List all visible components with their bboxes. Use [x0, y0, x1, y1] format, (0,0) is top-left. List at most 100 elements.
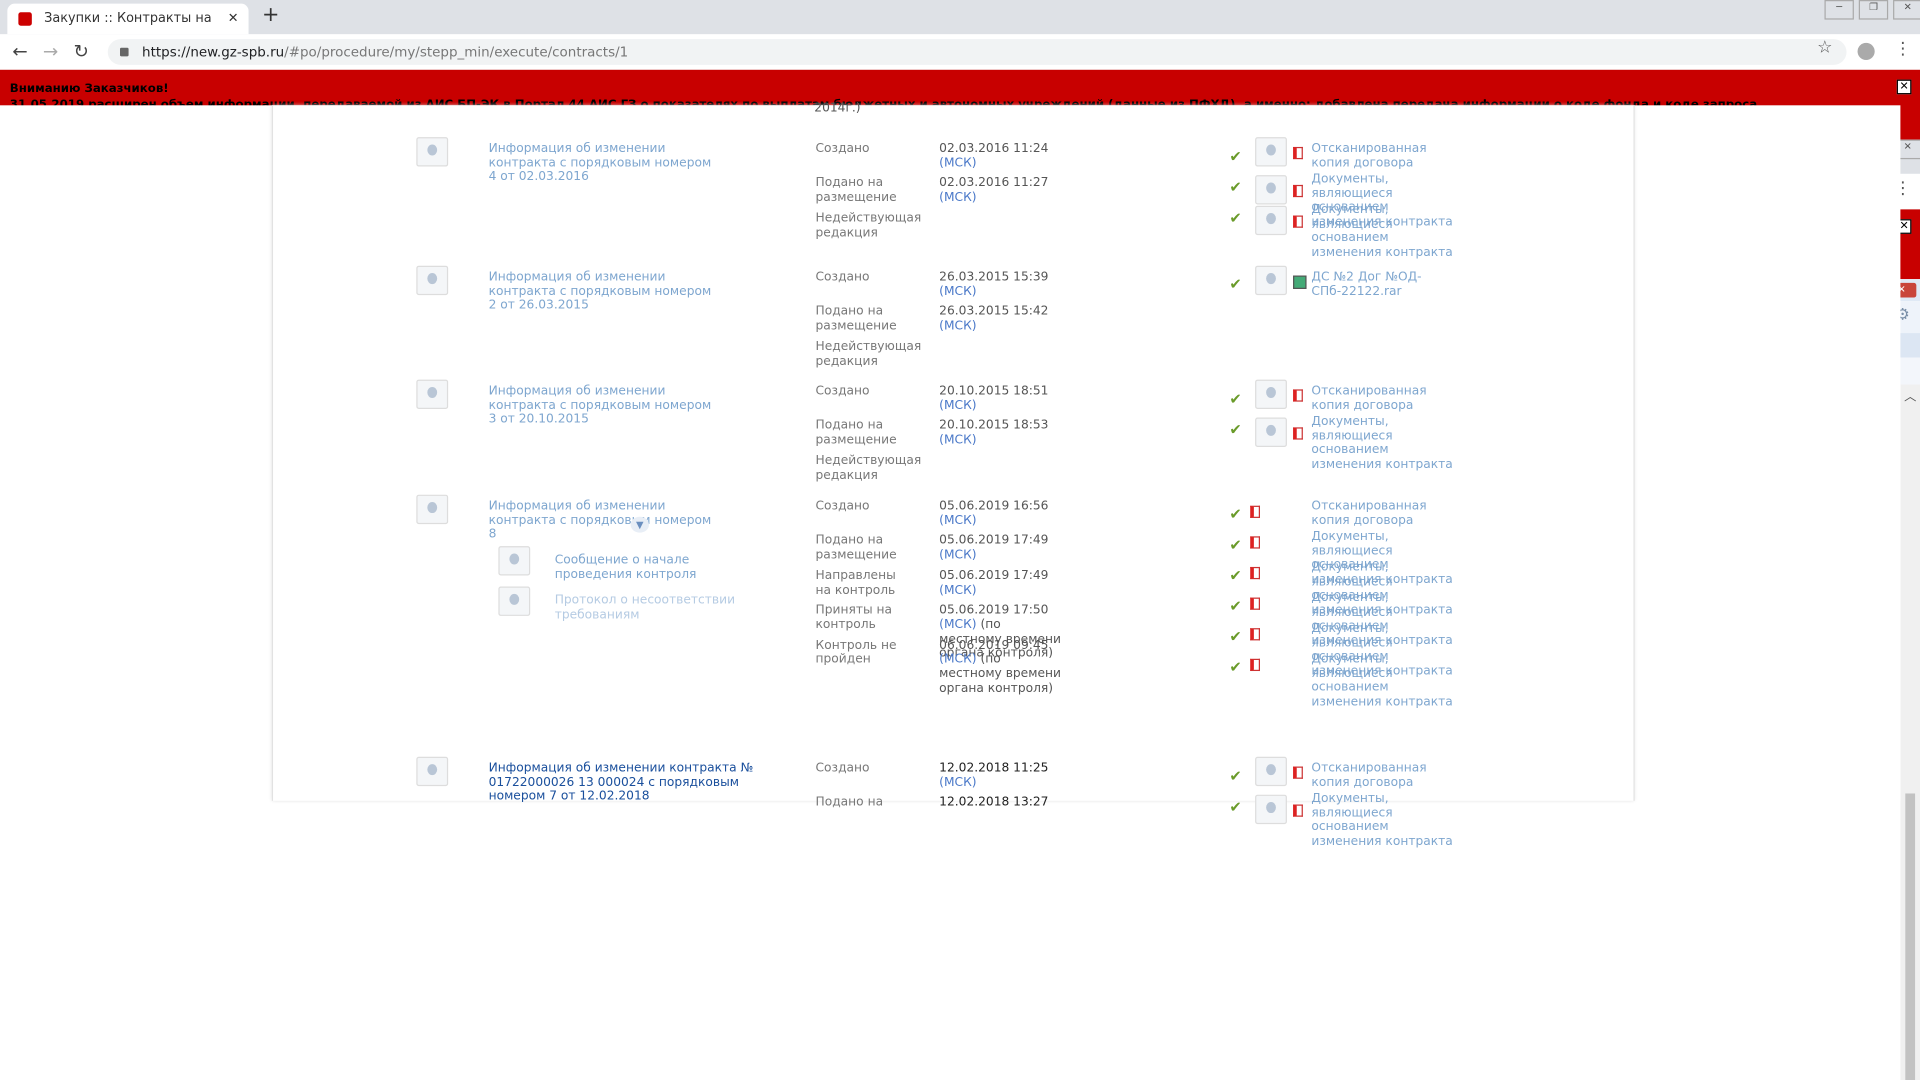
tz: (МСК) — [939, 399, 1061, 413]
document-link[interactable]: Документы, являющиеся основанием изменен… — [1311, 172, 1453, 230]
shape — [1293, 427, 1303, 440]
browser-tab[interactable]: Закупки :: Контракты на этапе и ✕ — [7, 3, 249, 35]
status: Создано 05.06.2019 16:56 (МСК) — [816, 500, 1085, 529]
shape — [1250, 505, 1261, 518]
address-bar: ← → ↻ https://new.gz-spb.ru/#po/procedure/m… — [0, 34, 1920, 72]
tz: (МСК) — [939, 320, 1061, 334]
status-date: 05.06.2019 17:49 (МСК) — [939, 534, 1061, 563]
window-button[interactable]: ❐ — [1858, 0, 1889, 20]
document-link[interactable]: Отсканированная копия договора — [1311, 499, 1427, 528]
nav-button[interactable]: ← — [12, 40, 28, 63]
document-link[interactable]: Документы, являющиеся основанием изменен… — [1311, 652, 1453, 710]
document-link[interactable]: Документы, являющиеся основанием изменен… — [1311, 560, 1453, 618]
status-label: Недействующая редакция — [815, 454, 922, 482]
bookmark-star[interactable]: ☆ — [1817, 37, 1833, 58]
tz-link[interactable]: (МСК) — [939, 653, 977, 667]
change-title[interactable]: Информация об изменении контракта № 0172… — [488, 761, 754, 804]
shape — [427, 144, 438, 156]
document-link[interactable]: Документы, являющиеся основанием изменен… — [1311, 530, 1453, 587]
status: Недействующая редакция — [816, 340, 1085, 369]
scroll-up[interactable]: ︿ — [1904, 390, 1917, 405]
nav-button[interactable]: → — [42, 40, 59, 63]
status-label: Подано на размещение — [815, 534, 897, 563]
tz-link[interactable]: (МСК) — [939, 319, 977, 334]
scrollbar[interactable]: ︿ — [1900, 384, 1920, 1080]
notice-close[interactable]: ✕ — [1896, 79, 1912, 95]
shape — [1293, 766, 1303, 779]
tz-link[interactable]: (МСК) — [939, 548, 977, 563]
statuses: Создано 20.10.2015 18:51 (МСК) Подано на ра… — [816, 384, 1085, 488]
status: Создано 20.10.2015 18:51 (МСК) — [816, 384, 1085, 413]
window-button[interactable]: ✕ — [1893, 0, 1920, 20]
status-date: 02.03.2016 11:27 (МСК) — [939, 177, 1061, 206]
tz-link[interactable]: (МСК) — [939, 583, 977, 597]
check-icon: ✔ — [1229, 658, 1242, 676]
shape — [1266, 802, 1276, 814]
document-link[interactable]: Документы, являющиеся основанием изменен… — [1311, 415, 1453, 472]
sub-item[interactable]: Сообщение о начале проведения контроля — [554, 553, 697, 582]
menu-button[interactable]: ⋮ — [1894, 39, 1912, 59]
date: 12.02.2018 11:25 — [939, 761, 1049, 776]
shape — [1250, 566, 1261, 580]
document-link[interactable]: Отсканированная копия договора — [1311, 142, 1427, 170]
tz-link[interactable]: (МСК) — [939, 191, 977, 205]
document: ✔ Документы, являющиеся основанием измене… — [1229, 653, 1474, 709]
tz-link[interactable]: (МСК) — [939, 433, 977, 448]
icon-box — [416, 379, 449, 409]
date: 20.10.2015 18:51 — [939, 384, 1049, 398]
docs: ✔ Отсканированная копия договора ✔ Документ… — [1229, 137, 1474, 260]
tz: (МСК) — [939, 434, 1061, 448]
document-link[interactable]: Отсканированная копия договора — [1311, 384, 1427, 413]
change-title[interactable]: Информация об изменении контракта с поря… — [488, 142, 712, 185]
tz-link[interactable]: (МСК) — [939, 618, 977, 632]
status: Приняты на контроль 05.06.2019 17:50 (МСК)… — [816, 604, 1085, 660]
icon-box — [1255, 417, 1287, 447]
change-title[interactable]: Информация об изменении контракта с поря… — [488, 384, 712, 427]
document-link[interactable]: Документы, являющиеся основанием изменен… — [1311, 792, 1453, 849]
document: ✔ ДС №2 Дог №ОД-СПб-22122.rar — [1229, 265, 1474, 300]
tab-title: Закупки :: Контракты на этапе и — [44, 11, 215, 26]
document-link[interactable]: Документы, являющиеся основанием изменен… — [1311, 203, 1453, 260]
date: 02.03.2016 11:27 — [939, 176, 1049, 191]
document: ✔ Отсканированная копия договора — [1229, 379, 1474, 413]
shape — [1266, 182, 1276, 194]
shape — [1857, 42, 1875, 61]
tz-link[interactable]: (МСК) — [939, 775, 977, 790]
icon-box — [1255, 265, 1287, 296]
sub-item[interactable]: Протокол о несоответствии требованиям — [554, 593, 736, 622]
document-link[interactable]: ДС №2 Дог №ОД-СПб-22122.rar — [1311, 270, 1422, 299]
docs: ✔ Отсканированная копия договора ✔ Документ… — [1229, 756, 1474, 849]
change-title[interactable]: Информация об изменении контракта с поря… — [488, 499, 712, 542]
shape — [1293, 389, 1303, 402]
shape — [1266, 386, 1276, 398]
status-date: 20.10.2015 18:53 (МСК) — [939, 419, 1061, 448]
change-title[interactable]: Информация об изменении контракта с поря… — [488, 270, 712, 313]
tz-link[interactable]: (МСК) — [939, 398, 977, 413]
shape — [1250, 536, 1261, 549]
shape — [1266, 273, 1276, 285]
check-icon: ✔ — [1229, 148, 1242, 166]
docs: ✔ Отсканированная копия договора ✔ Документ… — [1229, 499, 1474, 710]
statuses: Создано 02.03.2016 11:24 (МСК) Подано на ра… — [816, 142, 1085, 246]
tz-link[interactable]: (МСК) — [939, 156, 977, 170]
tz-link[interactable]: (МСК) — [939, 513, 977, 528]
document-link[interactable]: Документы, являющиеся основанием изменен… — [1311, 591, 1453, 648]
date: 06.06.2019 09:45 — [939, 638, 1049, 653]
icon-box — [416, 756, 449, 787]
tz-note: (по местному времени органа контроля) — [939, 618, 1061, 661]
shape — [427, 273, 438, 285]
nav-button[interactable]: ↻ — [73, 40, 89, 63]
url-field[interactable]: https://new.gz-spb.ru/#po/procedure/my/s… — [107, 39, 1847, 65]
tz-link[interactable]: (МСК) — [939, 284, 977, 299]
document-link[interactable]: Документы, являющиеся основанием изменен… — [1311, 622, 1453, 679]
text-fragment: 2014г.) — [814, 101, 861, 116]
tab-close[interactable]: ✕ — [227, 11, 239, 26]
expand-button[interactable]: ▼ — [630, 516, 649, 533]
document-link[interactable]: Отсканированная копия договора — [1311, 761, 1427, 790]
window-button[interactable]: ─ — [1824, 0, 1854, 20]
date: 05.06.2019 16:56 — [939, 499, 1049, 514]
status: Подано на размещение 26.03.2015 15:42 (МСК… — [816, 305, 1085, 334]
new-tab[interactable]: + — [262, 2, 280, 27]
